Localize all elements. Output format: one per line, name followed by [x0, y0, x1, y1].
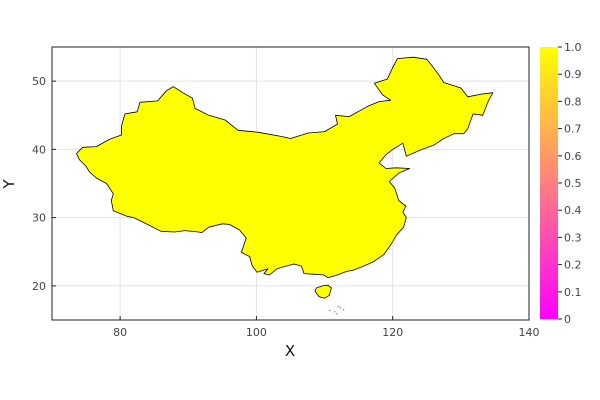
colorbar-tick-label: 0.3	[564, 231, 582, 244]
colorbar-tick-label: 1.0	[564, 41, 582, 54]
colorbar-tick-label: 0.9	[564, 68, 582, 81]
x-tick-label: 120	[382, 326, 403, 339]
y-axis-label: Y	[0, 179, 18, 190]
island-dots	[329, 305, 345, 315]
colorbar-ticks: 0 0.1 0.2 0.3 0.4 0.5 0.6 0.7 0.8 0.9 1.0	[558, 41, 582, 326]
island-dot	[336, 313, 338, 315]
colorbar-tick-label: 0.1	[564, 286, 582, 299]
island-dot	[339, 307, 341, 309]
y-axis-ticks: 20 30 40 50	[32, 75, 56, 293]
y-tick-label: 50	[32, 75, 46, 88]
colorbar-tick-label: 0.8	[564, 95, 582, 108]
x-axis-ticks: 80 100 120 140	[113, 316, 540, 339]
y-tick-label: 40	[32, 143, 46, 156]
colorbar-tick-label: 0.5	[564, 177, 582, 190]
y-tick-label: 30	[32, 212, 46, 225]
y-tick-label: 20	[32, 280, 46, 293]
island-dot	[337, 305, 339, 307]
island-dot	[343, 309, 345, 311]
island-dot	[334, 311, 336, 313]
colorbar-tick-label: 0.7	[564, 123, 582, 136]
island-dot	[329, 309, 331, 312]
colorbar-gradient	[540, 47, 558, 319]
x-tick-label: 140	[519, 326, 540, 339]
map-layer	[76, 56, 494, 315]
colorbar-tick-label: 0	[564, 313, 571, 326]
colorbar-tick-label: 0.4	[564, 204, 582, 217]
plot-frame	[51, 46, 530, 321]
x-tick-label: 80	[113, 326, 127, 339]
colorbar: 0 0.1 0.2 0.3 0.4 0.5 0.6 0.7 0.8 0.9 1.0	[540, 41, 582, 326]
island-region	[314, 284, 332, 299]
mainland-region	[76, 56, 494, 279]
colorbar-tick-label: 0.2	[564, 259, 582, 272]
x-axis-label: X	[285, 342, 295, 360]
x-tick-label: 100	[246, 326, 267, 339]
colorbar-tick-label: 0.6	[564, 150, 582, 163]
